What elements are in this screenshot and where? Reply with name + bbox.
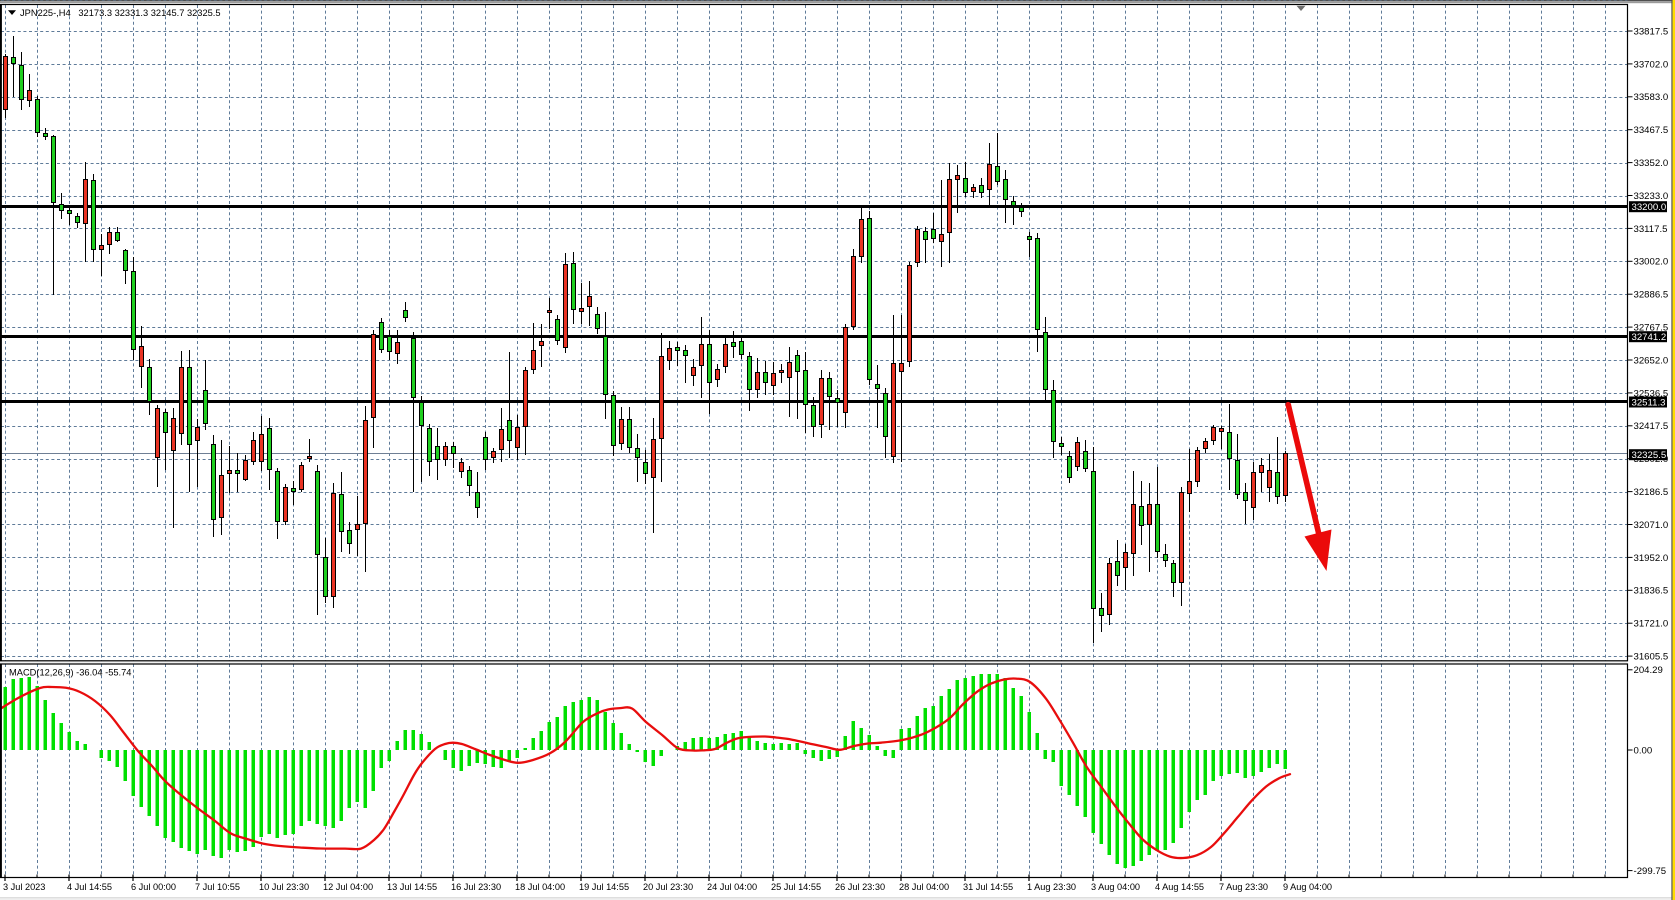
svg-text:33583.0: 33583.0: [1634, 92, 1669, 103]
svg-text:MACD(12,26,9) -36.04 -55.74: MACD(12,26,9) -36.04 -55.74: [9, 668, 131, 678]
svg-text:33817.5: 33817.5: [1634, 26, 1669, 37]
svg-text:JPN225-,H4 32173.3 32331.3 3: JPN225-,H4 32173.3 32331.3 32145.7 32325…: [20, 8, 221, 18]
svg-text:26 Jul 23:30: 26 Jul 23:30: [835, 882, 885, 892]
svg-text:32186.5: 32186.5: [1634, 487, 1669, 498]
svg-text:32417.5: 32417.5: [1634, 421, 1669, 432]
svg-text:32886.5: 32886.5: [1634, 290, 1669, 301]
svg-text:33117.5: 33117.5: [1634, 224, 1668, 235]
svg-text:7 Jul 10:55: 7 Jul 10:55: [195, 882, 240, 892]
svg-text:32511.3: 32511.3: [1632, 398, 1666, 409]
svg-text:32071.0: 32071.0: [1634, 520, 1669, 531]
svg-text:13 Jul 14:55: 13 Jul 14:55: [387, 882, 437, 892]
svg-text:32536.5: 32536.5: [1634, 388, 1669, 399]
svg-text:-299.75: -299.75: [1634, 866, 1667, 877]
svg-text:33200.0: 33200.0: [1632, 202, 1667, 213]
svg-text:31 Jul 14:55: 31 Jul 14:55: [963, 882, 1013, 892]
svg-text:32741.2: 32741.2: [1632, 332, 1667, 343]
svg-text:12 Jul 04:00: 12 Jul 04:00: [323, 882, 373, 892]
svg-text:32767.5: 32767.5: [1634, 323, 1669, 334]
svg-text:32325.5: 32325.5: [1632, 450, 1667, 461]
svg-text:18 Jul 04:00: 18 Jul 04:00: [515, 882, 565, 892]
svg-text:25 Jul 14:55: 25 Jul 14:55: [771, 882, 821, 892]
svg-text:33467.5: 33467.5: [1634, 125, 1669, 136]
svg-text:204.29: 204.29: [1634, 665, 1663, 676]
svg-text:31721.0: 31721.0: [1634, 619, 1669, 630]
svg-text:33002.0: 33002.0: [1634, 257, 1669, 268]
svg-text:33702.0: 33702.0: [1634, 59, 1669, 70]
svg-text:28 Jul 04:00: 28 Jul 04:00: [899, 882, 949, 892]
svg-text:19 Jul 14:55: 19 Jul 14:55: [579, 882, 629, 892]
svg-text:6 Jul 00:00: 6 Jul 00:00: [131, 882, 176, 892]
svg-text:4 Jul 14:55: 4 Jul 14:55: [67, 882, 112, 892]
svg-text:31836.5: 31836.5: [1634, 586, 1669, 597]
svg-text:10 Jul 23:30: 10 Jul 23:30: [259, 882, 309, 892]
svg-text:3 Aug 04:00: 3 Aug 04:00: [1091, 882, 1140, 892]
svg-text:7 Aug 23:30: 7 Aug 23:30: [1219, 882, 1268, 892]
svg-text:9 Aug 04:00: 9 Aug 04:00: [1283, 882, 1332, 892]
svg-text:31952.0: 31952.0: [1634, 553, 1669, 564]
svg-text:3 Jul 2023: 3 Jul 2023: [3, 882, 45, 892]
svg-text:32652.0: 32652.0: [1634, 355, 1669, 366]
svg-text:16 Jul 23:30: 16 Jul 23:30: [451, 882, 501, 892]
svg-text:0.00: 0.00: [1634, 745, 1653, 756]
svg-text:1 Aug 23:30: 1 Aug 23:30: [1027, 882, 1076, 892]
svg-text:31605.5: 31605.5: [1634, 652, 1669, 663]
svg-text:33352.0: 33352.0: [1634, 158, 1669, 169]
svg-text:4 Aug 14:55: 4 Aug 14:55: [1155, 882, 1204, 892]
svg-text:20 Jul 23:30: 20 Jul 23:30: [643, 882, 693, 892]
svg-text:33233.0: 33233.0: [1634, 191, 1669, 202]
svg-text:24 Jul 04:00: 24 Jul 04:00: [707, 882, 757, 892]
